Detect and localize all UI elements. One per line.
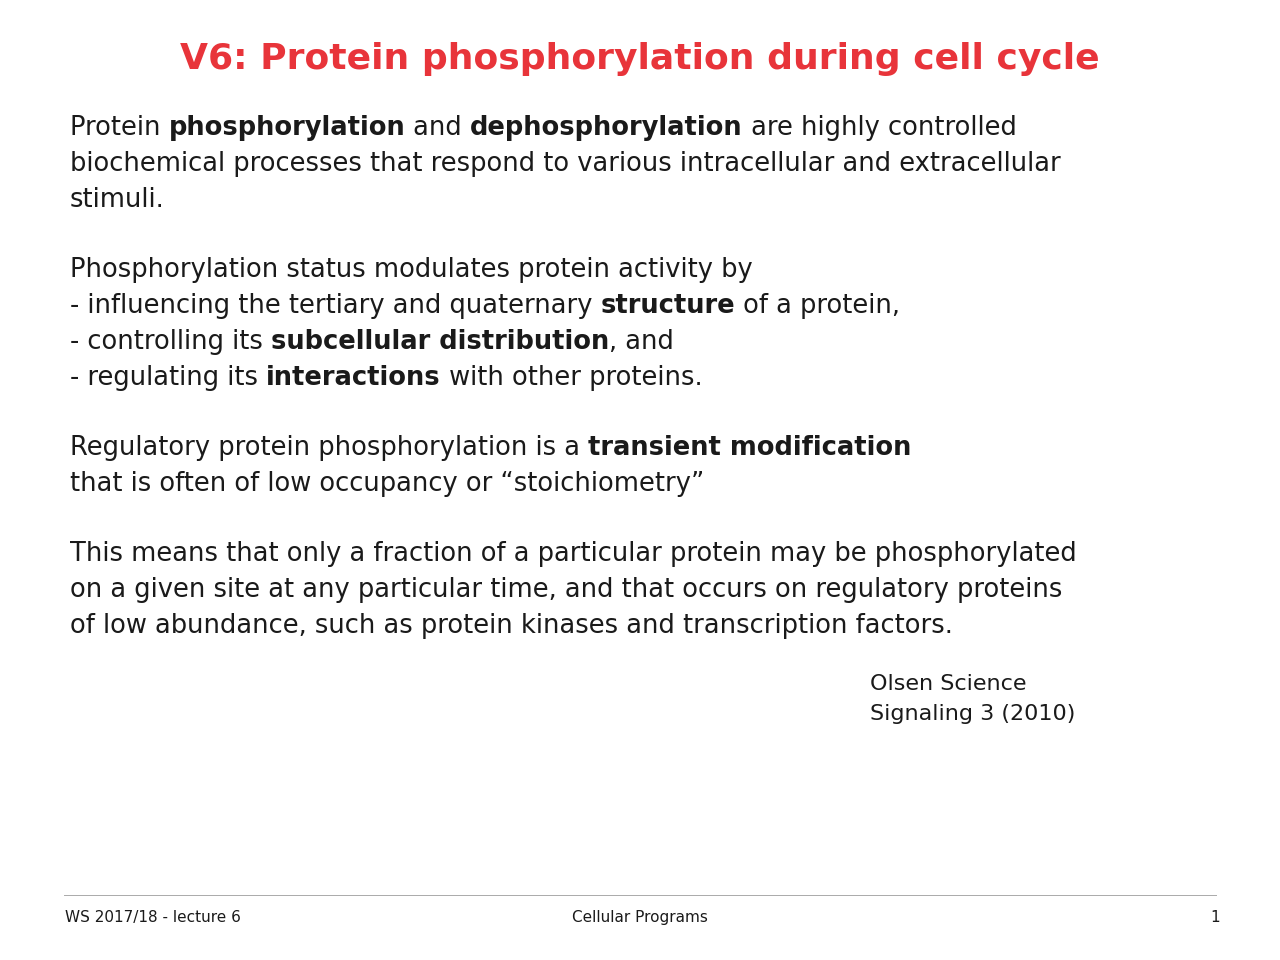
Text: subcellular distribution: subcellular distribution — [271, 329, 609, 355]
Text: , and: , and — [609, 329, 675, 355]
Text: Phosphorylation status modulates protein activity by: Phosphorylation status modulates protein… — [70, 257, 753, 283]
Text: - influencing the tertiary and quaternary: - influencing the tertiary and quaternar… — [70, 293, 600, 319]
Text: Regulatory protein phosphorylation is a: Regulatory protein phosphorylation is a — [70, 435, 588, 461]
Text: are highly controlled: are highly controlled — [742, 115, 1016, 141]
Text: that is often of low occupancy or “stoichiometry”: that is often of low occupancy or “stoic… — [70, 471, 704, 497]
Text: stimuli.: stimuli. — [70, 187, 165, 213]
Text: Protein: Protein — [70, 115, 169, 141]
Text: of a protein,: of a protein, — [735, 293, 900, 319]
Text: This means that only a fraction of a particular protein may be phosphorylated: This means that only a fraction of a par… — [70, 541, 1076, 567]
Text: phosphorylation: phosphorylation — [169, 115, 406, 141]
Text: on a given site at any particular time, and that occurs on regulatory proteins: on a given site at any particular time, … — [70, 577, 1062, 603]
Text: and: and — [406, 115, 470, 141]
Text: transient modification: transient modification — [588, 435, 911, 461]
Text: Olsen Science: Olsen Science — [870, 674, 1027, 694]
Text: Cellular Programs: Cellular Programs — [572, 910, 708, 925]
Text: structure: structure — [600, 293, 735, 319]
Text: dephosphorylation: dephosphorylation — [470, 115, 742, 141]
Text: 1: 1 — [1211, 910, 1220, 925]
Text: of low abundance, such as protein kinases and transcription factors.: of low abundance, such as protein kinase… — [70, 613, 952, 639]
Text: - controlling its: - controlling its — [70, 329, 271, 355]
Text: biochemical processes that respond to various intracellular and extracellular: biochemical processes that respond to va… — [70, 151, 1061, 177]
Text: interactions: interactions — [266, 365, 440, 391]
Text: - regulating its: - regulating its — [70, 365, 266, 391]
Text: V6: Protein phosphorylation during cell cycle: V6: Protein phosphorylation during cell … — [180, 42, 1100, 76]
Text: WS 2017/18 - lecture 6: WS 2017/18 - lecture 6 — [65, 910, 241, 925]
Text: Signaling 3 (2010): Signaling 3 (2010) — [870, 704, 1075, 724]
Text: with other proteins.: with other proteins. — [440, 365, 703, 391]
